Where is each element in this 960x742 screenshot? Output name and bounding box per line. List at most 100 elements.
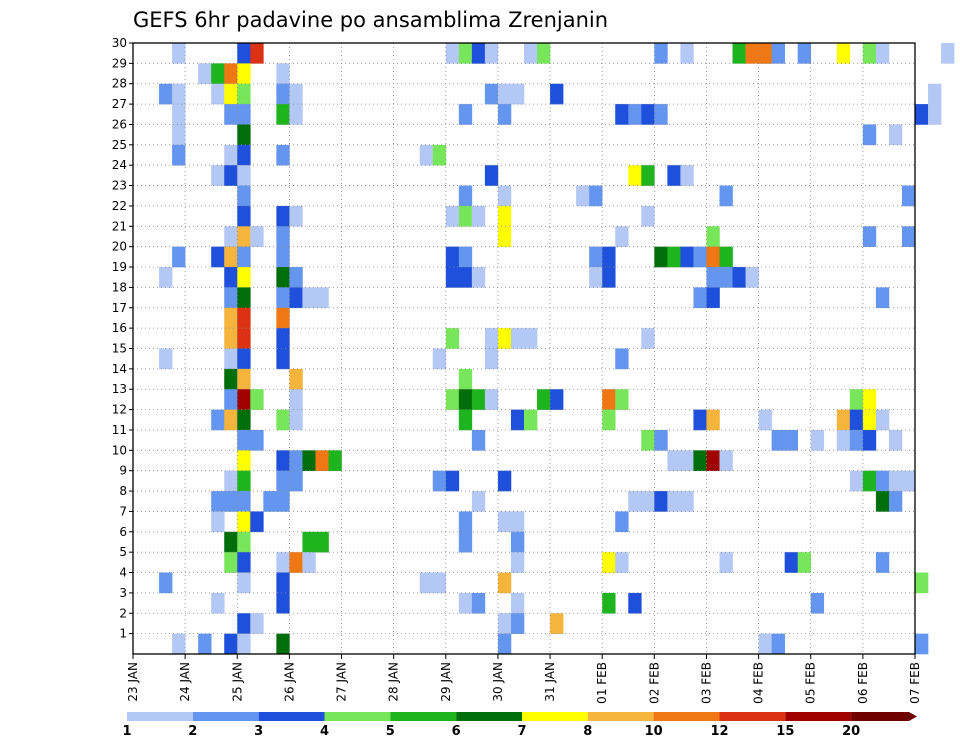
y-tick-label: 22 bbox=[112, 199, 127, 213]
precip-cell bbox=[628, 592, 642, 614]
x-tick-label: 07 FEB bbox=[908, 662, 922, 704]
precip-cell bbox=[654, 246, 668, 268]
precip-cell bbox=[237, 572, 251, 594]
precip-cell bbox=[458, 43, 473, 64]
precip-cell bbox=[315, 450, 329, 471]
precip-cell bbox=[315, 287, 329, 309]
precip-cell bbox=[471, 205, 486, 227]
y-tick-label: 1 bbox=[119, 627, 127, 641]
precip-cell bbox=[510, 592, 525, 614]
precip-cell bbox=[602, 409, 616, 431]
precip-cell bbox=[250, 226, 264, 247]
precip-cell bbox=[758, 633, 772, 655]
precip-cell bbox=[941, 43, 955, 64]
precip-cell bbox=[693, 287, 707, 309]
precip-cell bbox=[693, 409, 707, 431]
precip-cell bbox=[302, 287, 316, 309]
precip-cell bbox=[237, 531, 251, 553]
precip-cell bbox=[237, 307, 251, 329]
precip-cell bbox=[602, 267, 616, 288]
precip-cell bbox=[928, 104, 942, 125]
precip-cell bbox=[276, 592, 290, 614]
precip-cell bbox=[615, 389, 629, 410]
colorbar-swatch bbox=[653, 712, 720, 721]
precip-cell bbox=[615, 226, 629, 247]
precip-cell bbox=[915, 572, 929, 594]
precip-cell bbox=[771, 633, 785, 655]
precip-cell bbox=[224, 531, 238, 553]
precip-cell bbox=[888, 470, 903, 492]
precip-cell bbox=[810, 592, 825, 614]
precip-cell bbox=[576, 185, 590, 207]
precip-cell bbox=[497, 470, 512, 492]
precip-cell bbox=[875, 287, 890, 309]
precip-cell bbox=[915, 104, 929, 125]
colorbar-swatch bbox=[192, 712, 259, 721]
precip-cell bbox=[276, 205, 290, 227]
precip-cell bbox=[237, 552, 251, 573]
precip-cell bbox=[693, 450, 707, 471]
x-tick-label: 23 JAN bbox=[126, 662, 140, 702]
precip-cell bbox=[497, 633, 512, 655]
precip-cell bbox=[680, 43, 694, 64]
precip-cell bbox=[224, 83, 238, 105]
y-tick-label: 8 bbox=[119, 484, 127, 498]
precip-cell bbox=[237, 613, 251, 634]
precip-cell bbox=[641, 491, 655, 512]
precip-cell bbox=[198, 63, 212, 85]
x-tick-label: 30 JAN bbox=[491, 662, 505, 702]
precip-cell bbox=[237, 144, 251, 166]
precip-cell bbox=[680, 246, 694, 268]
precip-cell bbox=[159, 348, 173, 370]
precip-cell bbox=[771, 43, 785, 64]
x-axis: 23 JAN 24 JAN 25 JAN 26 JAN 27 JAN 28 JAN 29 J… bbox=[126, 654, 922, 704]
precip-cell bbox=[497, 205, 512, 227]
precip-cell bbox=[928, 83, 942, 105]
colorbar-swatch bbox=[390, 712, 457, 721]
precip-cell bbox=[706, 450, 720, 471]
precip-cell bbox=[654, 43, 668, 64]
precip-cell bbox=[706, 409, 720, 431]
precip-cell bbox=[276, 104, 290, 125]
precip-cell bbox=[237, 43, 251, 64]
precip-cell bbox=[510, 552, 525, 573]
precip-cell bbox=[524, 409, 538, 431]
precip-cell bbox=[719, 267, 733, 288]
precip-cell bbox=[250, 43, 264, 64]
precip-cell bbox=[289, 205, 303, 227]
precip-cell bbox=[224, 633, 238, 655]
colorbar-label: 6 bbox=[452, 724, 461, 739]
precip-cell bbox=[172, 124, 186, 146]
precip-cell bbox=[224, 307, 238, 329]
precip-cell bbox=[471, 43, 486, 64]
precip-cell bbox=[849, 409, 864, 431]
precip-cell bbox=[237, 104, 251, 125]
precip-cell bbox=[524, 328, 538, 349]
precip-cell bbox=[445, 267, 460, 288]
precip-cell bbox=[276, 450, 290, 471]
precip-cell bbox=[211, 491, 225, 512]
precip-cell bbox=[172, 83, 186, 105]
precip-cell bbox=[159, 572, 173, 594]
precip-cell bbox=[615, 348, 629, 370]
precip-cell bbox=[524, 43, 538, 64]
precip-cell bbox=[250, 511, 264, 533]
precip-cell bbox=[680, 165, 694, 186]
y-tick-label: 6 bbox=[119, 525, 127, 539]
precip-cell bbox=[471, 267, 486, 288]
precip-cell bbox=[237, 63, 251, 85]
x-tick-label: 31 JAN bbox=[543, 662, 557, 702]
y-tick-label: 27 bbox=[112, 97, 127, 111]
x-tick-label: 06 FEB bbox=[856, 662, 870, 704]
precip-cell bbox=[497, 613, 512, 634]
precip-cell bbox=[224, 246, 238, 268]
precip-cell bbox=[276, 328, 290, 349]
precip-cell bbox=[302, 552, 316, 573]
colorbar-swatch bbox=[127, 712, 193, 721]
precip-cell bbox=[419, 572, 434, 594]
precip-cell bbox=[862, 470, 877, 492]
precip-cell bbox=[445, 328, 460, 349]
x-tick-label: 29 JAN bbox=[439, 662, 453, 702]
precip-cell bbox=[445, 246, 460, 268]
